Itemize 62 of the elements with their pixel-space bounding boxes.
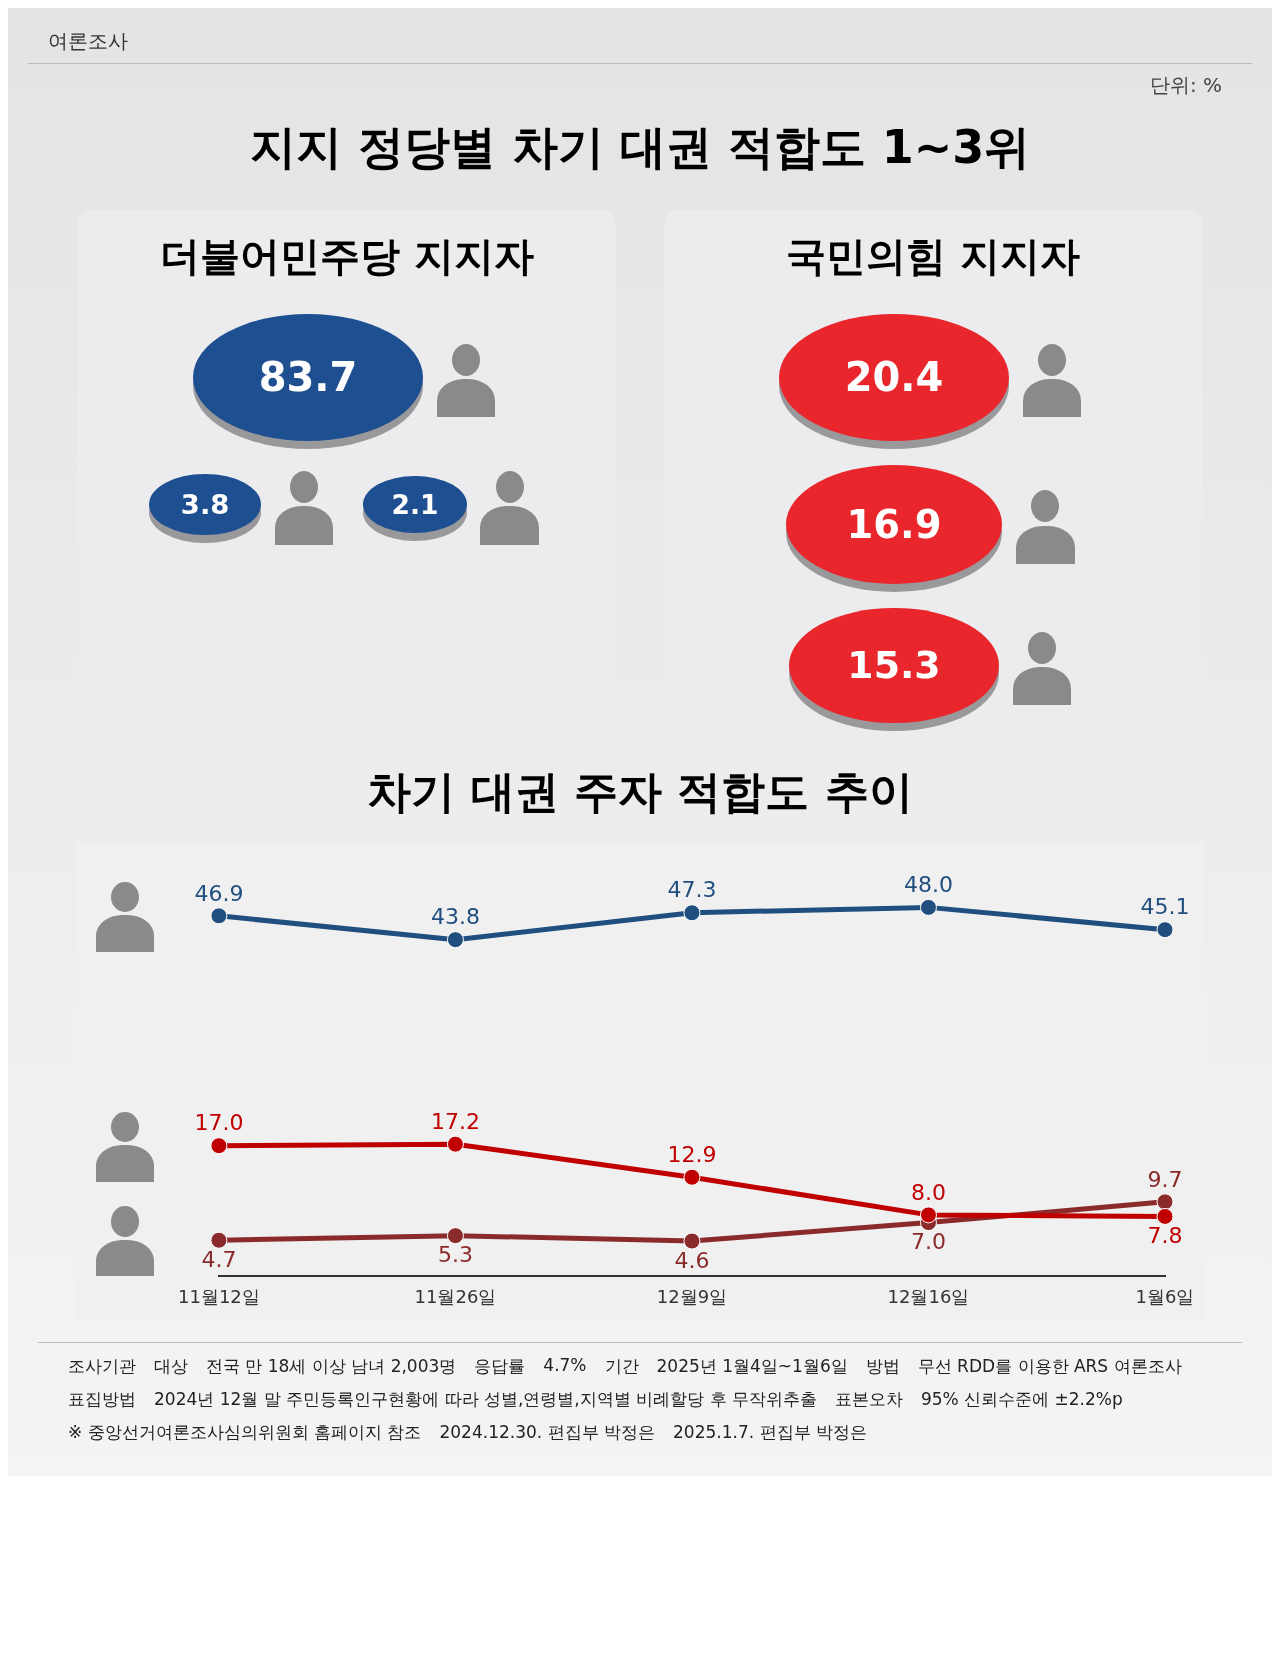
data-label: 7.8	[1147, 1223, 1183, 1249]
x-tick-label: 11월12일	[178, 1285, 260, 1307]
x-tick-label: 11월26일	[414, 1285, 497, 1307]
data-label: 4.7	[201, 1247, 237, 1272]
text: 단위: %	[1148, 72, 1223, 99]
text: 2024.12.30. 편집부 박정은	[439, 1421, 656, 1444]
point	[446, 931, 464, 949]
data-label: 9.7	[1147, 1166, 1183, 1192]
x-tick-label: 12월9일	[656, 1285, 728, 1307]
text: 표본오차	[834, 1388, 903, 1411]
data-label: 4.6	[674, 1247, 710, 1273]
data-label: 5.3	[437, 1242, 473, 1268]
data-label: 48.0	[903, 872, 953, 898]
data-label: 83.7	[193, 314, 423, 441]
text: 여론조사	[48, 28, 128, 55]
data-label: 15.3	[789, 607, 999, 724]
data-label: 20.4	[779, 314, 1009, 441]
data-label: 17.0	[194, 1110, 244, 1136]
x-tick-label: 1월6일	[1135, 1285, 1195, 1307]
point	[210, 1137, 228, 1155]
point	[210, 907, 228, 925]
data-label: 8.0	[910, 1179, 946, 1205]
point	[683, 1232, 701, 1250]
point	[919, 1206, 937, 1224]
data-label: 46.9	[194, 880, 244, 906]
text: 95% 신뢰수준에 ±2.2%p	[920, 1388, 1123, 1411]
data-label: 16.9	[785, 464, 1003, 584]
text: 무선 RDD를 이용한 ARS 여론조사	[917, 1355, 1182, 1378]
point	[1156, 921, 1174, 939]
text: 응답률	[474, 1355, 526, 1378]
point	[446, 1227, 464, 1245]
data-label: 3.8	[149, 473, 262, 536]
data-label: 7.0	[910, 1229, 946, 1255]
point	[210, 1231, 228, 1249]
point	[446, 1135, 464, 1153]
data-label: 12.9	[667, 1141, 717, 1167]
text: 지지 정당별 차기 대권 적합도 1~3위	[248, 119, 1032, 176]
point	[1156, 1193, 1174, 1211]
text: 전국 만 18세 이상 남녀 2,003명	[206, 1355, 457, 1378]
text: 더불어민주당 지지자	[159, 232, 535, 281]
point	[1156, 1207, 1174, 1225]
data-label: 47.3	[667, 877, 717, 903]
text: 기간	[604, 1355, 639, 1378]
text: 2024년 12월 말 주민등록인구현황에 따라 성별,연령별,지역별 비례할당 후 무작위추출	[154, 1388, 817, 1411]
point	[683, 1168, 701, 1186]
data-label: 17.2	[430, 1108, 480, 1134]
data-label: 43.8	[430, 904, 480, 930]
chart-title: 차기 대권 주자 적합도 추이	[366, 765, 914, 819]
text: 2025년 1월4일~1월6일	[656, 1355, 848, 1378]
data-label: 2.1	[363, 475, 467, 534]
text: 2025.1.7. 편집부 박정은	[673, 1421, 867, 1444]
text: 4.7%	[543, 1355, 587, 1377]
point	[683, 904, 701, 922]
text: 대상	[154, 1355, 188, 1378]
text: 방법	[865, 1355, 900, 1378]
point	[919, 898, 937, 916]
text: ※ 중앙선거여론조사심의위원회 홈페이지 참조	[68, 1421, 422, 1444]
x-tick-label: 12월16일	[887, 1285, 970, 1307]
data-label: 45.1	[1140, 894, 1190, 920]
text: 표집방법	[68, 1388, 136, 1411]
text: 조사기관	[68, 1355, 136, 1378]
text: 국민의힘 지지자	[785, 232, 1081, 281]
